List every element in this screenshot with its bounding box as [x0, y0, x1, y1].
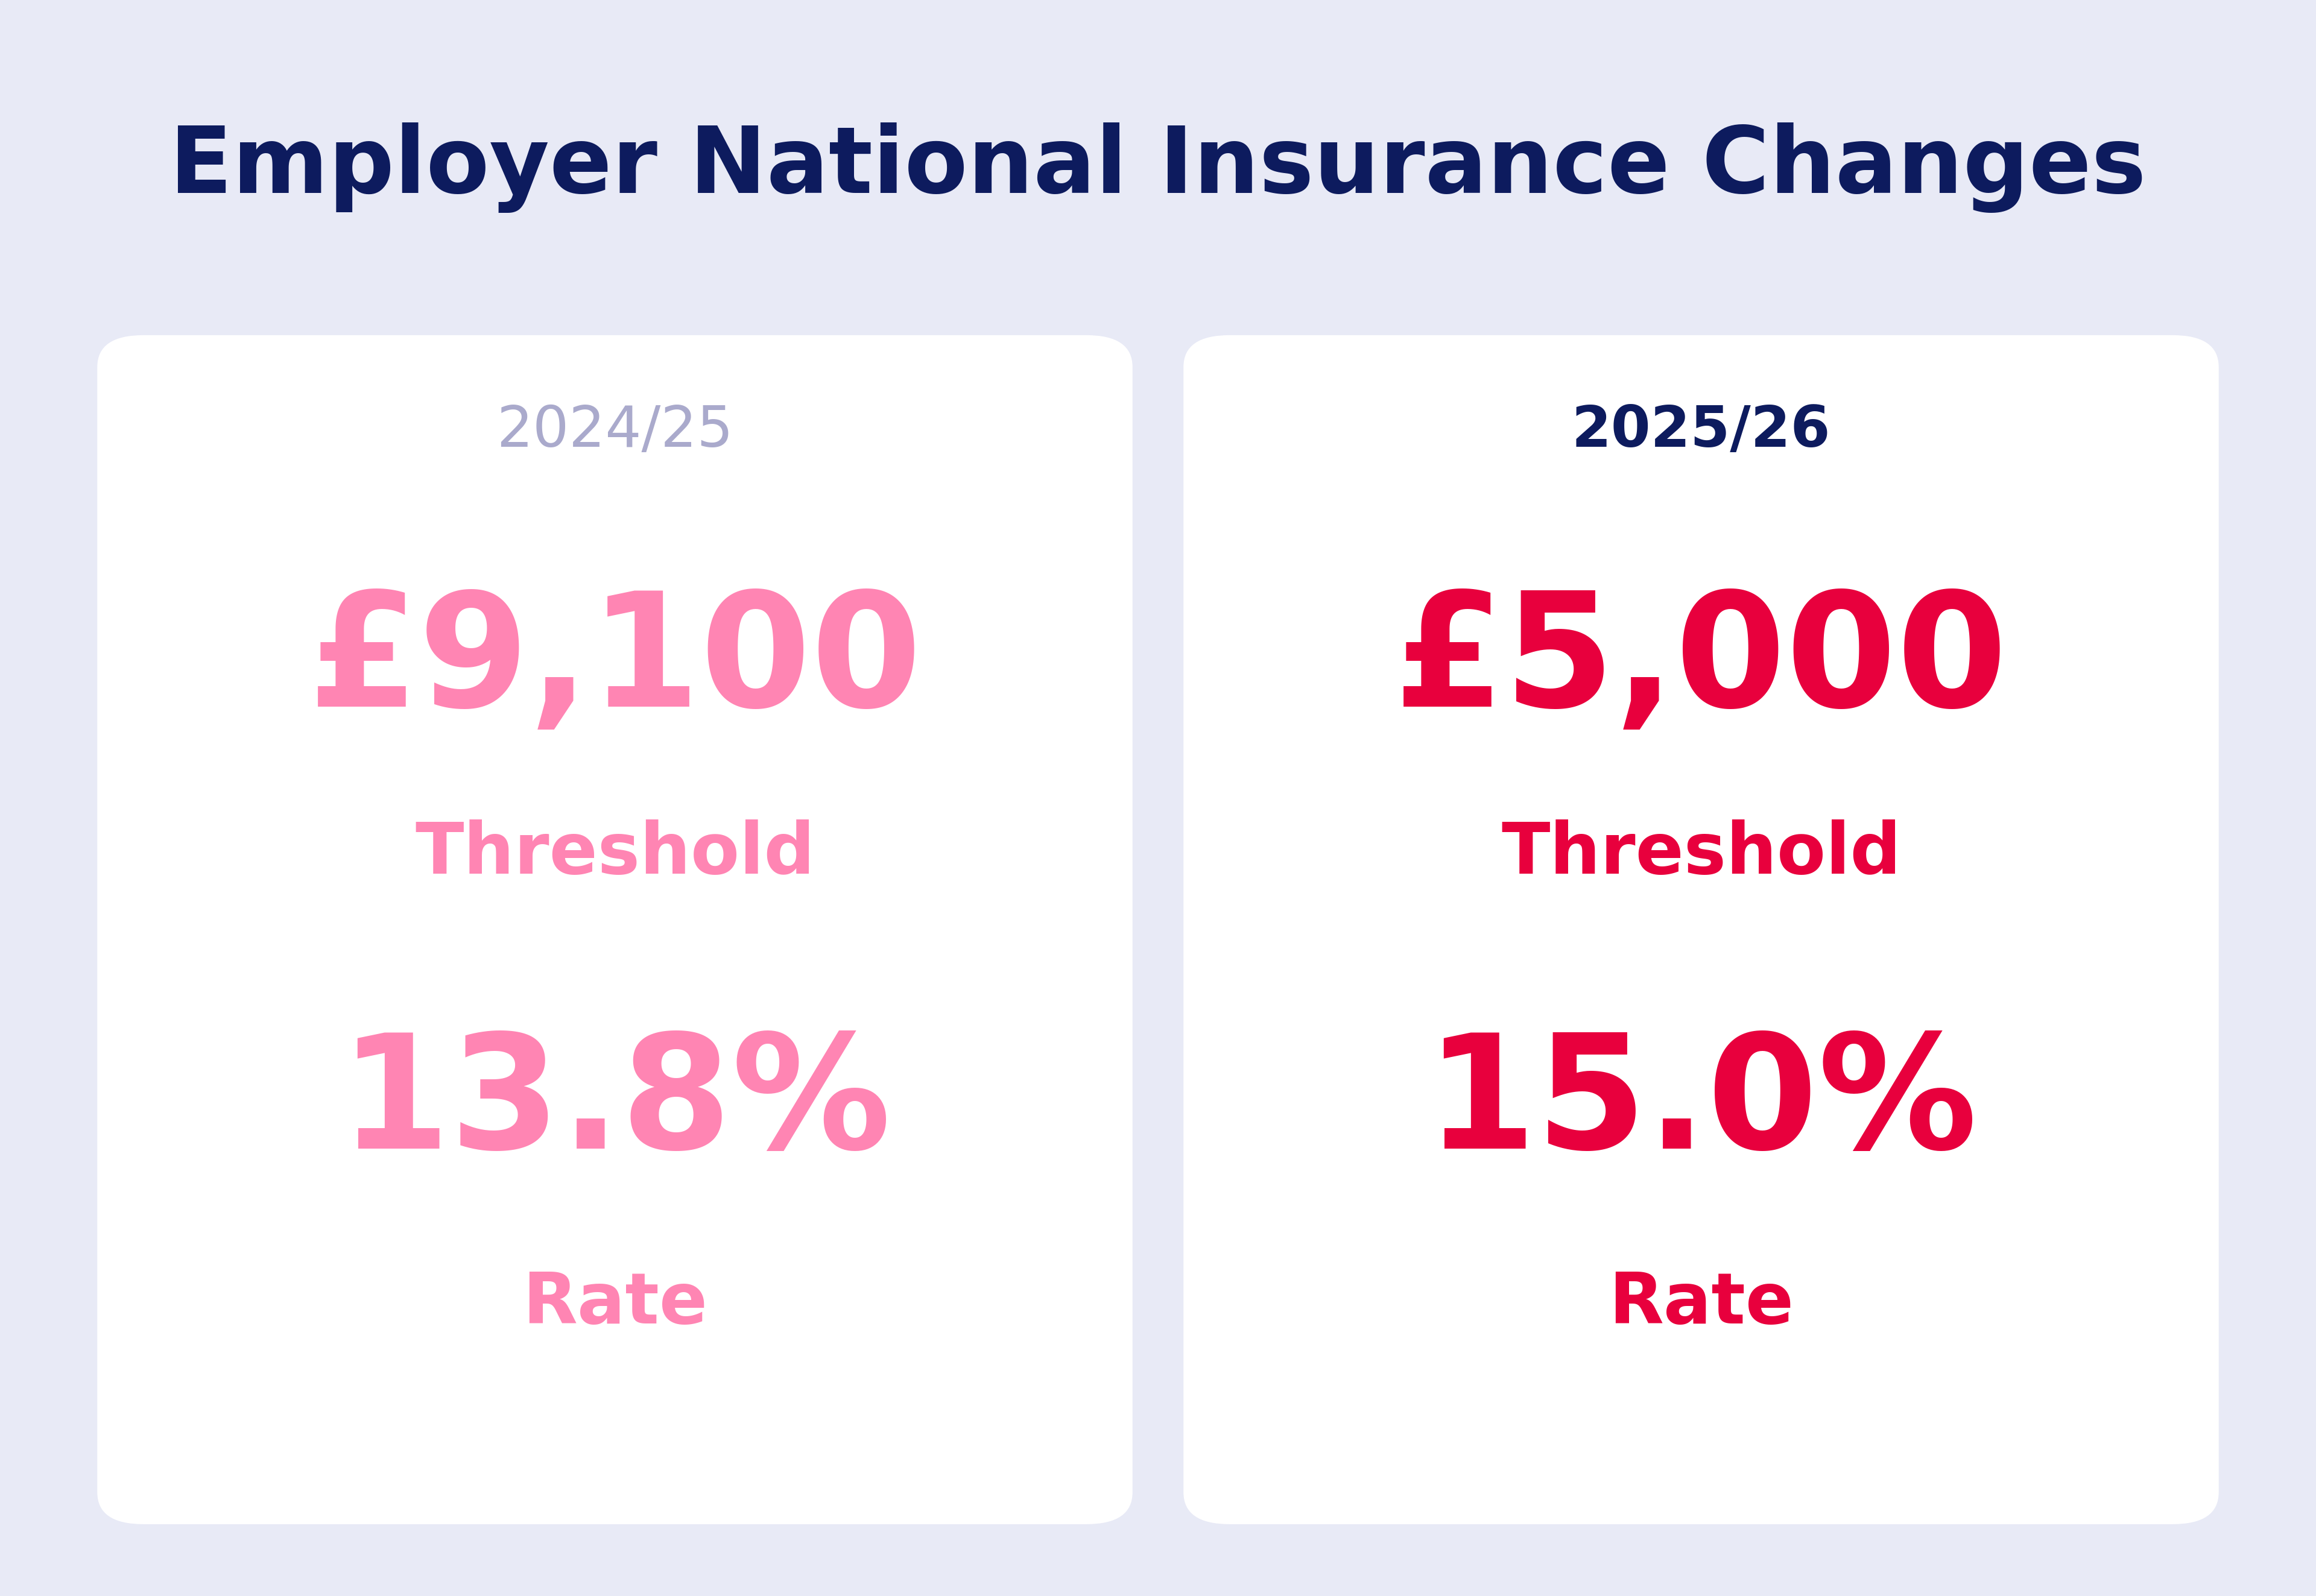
Text: 15.0%: 15.0%: [1424, 1028, 1978, 1181]
Text: Rate: Rate: [523, 1269, 706, 1339]
Text: 2024/25: 2024/25: [496, 404, 734, 458]
Text: 13.8%: 13.8%: [338, 1028, 892, 1181]
FancyBboxPatch shape: [97, 335, 1133, 1524]
Text: Threshold: Threshold: [415, 819, 815, 889]
Text: Rate: Rate: [1610, 1269, 1793, 1339]
Text: 2025/26: 2025/26: [1573, 404, 1830, 458]
Text: £9,100: £9,100: [308, 586, 922, 739]
Text: Employer National Insurance Changes: Employer National Insurance Changes: [169, 123, 2147, 212]
Text: £5,000: £5,000: [1394, 586, 2008, 739]
FancyBboxPatch shape: [1183, 335, 2219, 1524]
Text: Threshold: Threshold: [1501, 819, 1901, 889]
